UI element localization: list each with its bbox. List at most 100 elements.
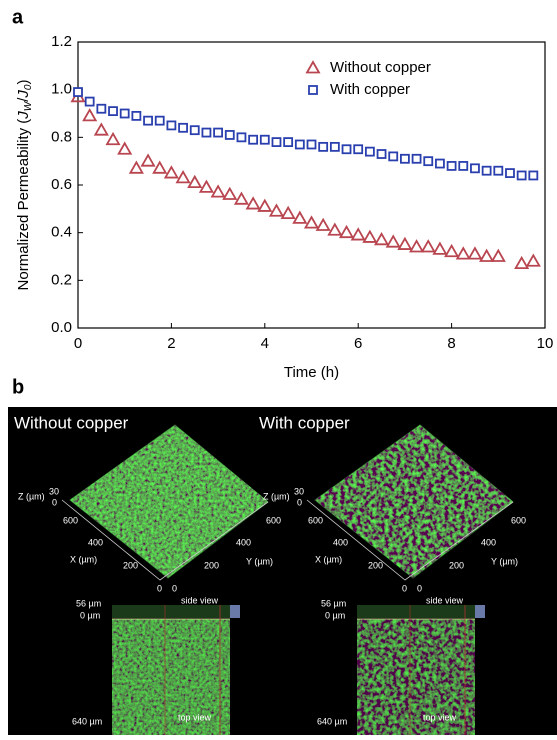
x-tick-label: 4 [261,335,269,352]
y-axis-label-part: Normalized Permeability ( [15,119,32,291]
y-axis-label-part: 0 [23,84,34,90]
triangle-marker [233,191,250,205]
triangle-marker [257,198,273,212]
micrograph-label: 200 [204,560,219,570]
square-marker [470,163,480,174]
legend-label: Without copper [330,59,431,76]
square-marker [96,103,107,114]
square-marker [143,115,153,126]
y-tick-label: 1.0 [51,81,72,98]
square-marker [528,170,539,181]
square-marker [411,153,422,164]
panel-label: a [12,6,24,28]
triangle-marker [140,153,156,167]
square-marker [154,115,165,126]
y-axis-label-part: W [23,100,34,111]
square-marker [119,108,130,119]
x-axis-label: Time (h) [284,364,339,381]
triangle-marker [268,203,285,217]
square-marker [248,134,259,145]
y-axis-label: Normalized Permeability (JW/J0) [15,80,34,291]
micrograph-label: 56 µm [321,598,346,608]
triangle-marker [280,205,296,219]
triangle-marker [117,141,133,155]
triangle-marker [163,165,179,179]
square-marker [435,158,445,169]
micrograph-label: Z (µm) [18,491,45,501]
y-tick-label: 0.8 [51,128,72,145]
triangle-marker [210,184,226,198]
square-marker [341,144,352,155]
top-view-texture [112,619,230,735]
micrograph-label: 400 [481,537,496,547]
micrograph-label: 600 [266,515,281,525]
square-marker [294,139,305,150]
micrograph-label: 640 µm [72,716,102,726]
micrograph-label: 600 [511,515,526,525]
panel-label: b [12,376,24,398]
x-tick-label: 2 [167,335,175,352]
triangle-marker [514,255,530,270]
corner-box [475,605,485,618]
micrograph-label: 640 µm [317,716,347,726]
triangle-marker [409,239,425,253]
micrograph-label: side view [181,595,219,605]
triangle-marker [397,236,413,250]
square-marker [399,153,410,164]
micrograph-label: Y (µm) [246,556,273,566]
x-tick-label: 6 [354,335,362,352]
triangle-marker [432,241,448,255]
micrograph-label: Without copper [14,413,129,432]
axis-edge [61,499,269,581]
plot-frame [77,41,546,329]
triangle-marker [467,246,483,260]
y-tick-label: 0.2 [51,271,72,288]
triangle-marker [175,170,191,184]
square-marker [481,165,492,176]
micrograph-label: top view [423,712,457,722]
triangle-marker [128,160,144,174]
square-marker [493,165,504,176]
triangle-marker [420,239,436,253]
square-marker [73,87,83,97]
square-marker [318,141,329,152]
micrograph-label: With copper [259,413,350,432]
square-marker [271,137,282,148]
triangle-marker [82,108,98,122]
square-marker [213,127,224,138]
micrograph-label: 600 [63,515,78,525]
triangle-marker [350,227,366,241]
x-tick-label: 8 [447,335,455,352]
top-view-texture [357,619,475,735]
square-marker [108,106,118,117]
side-view [357,605,475,618]
triangle-marker [245,196,261,210]
square-marker [166,120,177,131]
y-tick-label: 0.4 [51,224,72,241]
square-marker [329,141,340,152]
micrograph-label: 200 [449,560,464,570]
square-marker [224,130,235,140]
triangle-marker [222,186,238,200]
micrograph-label: 56 µm [76,598,101,608]
legend-label: With copper [330,81,410,98]
triangle-marker [187,174,203,189]
square-marker [423,156,434,167]
micrograph-label: 400 [333,537,348,547]
micrograph-label: 30 [294,486,304,496]
micrograph-label: top view [178,712,212,722]
square-marker [505,168,515,178]
square-marker [353,144,364,155]
triangle-marker [455,246,471,260]
triangle-marker [444,243,460,258]
y-axis-label-part: ) [15,80,32,85]
micrograph-label: Z (µm) [263,491,290,501]
triangle-marker [327,222,343,236]
square-marker [376,149,387,159]
triangle-marker [152,160,168,174]
square-marker [446,161,457,171]
micrograph-label: X (µm) [315,554,342,564]
legend-marker [305,60,321,74]
triangle-marker [479,248,495,262]
micrograph-label: 400 [88,537,103,547]
